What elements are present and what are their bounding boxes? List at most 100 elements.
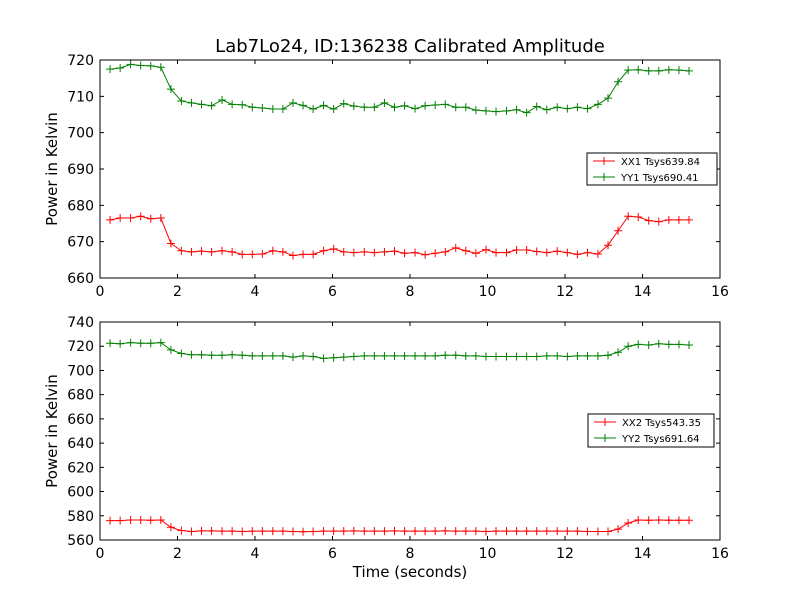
data-point — [604, 94, 613, 103]
data-point — [512, 246, 521, 255]
legend-marker — [600, 157, 608, 165]
data-point — [553, 527, 562, 536]
x-tick-label: 0 — [96, 546, 105, 562]
data-point — [319, 354, 328, 363]
data-point — [634, 516, 643, 525]
data-point — [654, 217, 663, 226]
data-point — [349, 102, 358, 111]
data-point — [288, 527, 297, 536]
data-point — [481, 527, 490, 536]
data-point — [197, 100, 206, 109]
data-point — [644, 516, 653, 525]
series-line — [109, 215, 689, 256]
data-point — [492, 527, 501, 536]
x-tick-label: 6 — [328, 546, 337, 562]
data-point — [309, 527, 318, 536]
data-point — [461, 351, 470, 360]
data-point — [156, 214, 165, 223]
data-point — [248, 351, 257, 360]
data-point — [278, 527, 287, 536]
data-point — [471, 106, 480, 115]
data-point — [481, 352, 490, 361]
data-point — [360, 103, 369, 112]
data-point — [258, 351, 267, 360]
y-tick-label: 700 — [67, 126, 94, 142]
y-tick-label: 680 — [67, 198, 94, 214]
data-point — [238, 250, 247, 259]
data-point — [431, 101, 440, 110]
data-point — [106, 516, 115, 525]
data-point — [228, 247, 237, 256]
data-point — [532, 527, 541, 536]
data-point — [421, 101, 430, 110]
data-point — [411, 104, 420, 113]
data-point — [339, 99, 348, 108]
data-point — [136, 339, 145, 348]
data-point — [187, 350, 196, 359]
data-point — [187, 527, 196, 536]
data-point — [492, 248, 501, 257]
data-point — [218, 527, 227, 536]
data-point — [177, 349, 186, 358]
data-point — [177, 246, 186, 255]
series-1-2 — [106, 60, 693, 117]
data-point — [654, 339, 663, 348]
data-point — [502, 527, 511, 536]
y-tick-label: 680 — [67, 388, 94, 404]
data-point — [400, 101, 409, 110]
data-point — [197, 247, 206, 256]
y-tick-label: 620 — [67, 460, 94, 476]
data-point — [674, 516, 683, 525]
legend-marker — [601, 434, 609, 442]
data-point — [441, 351, 450, 360]
y-tick-label: 720 — [67, 53, 94, 69]
y-tick-label: 690 — [67, 162, 94, 178]
data-point — [593, 351, 602, 360]
data-point — [177, 97, 186, 106]
data-point — [187, 98, 196, 107]
data-point — [136, 61, 145, 70]
data-point — [563, 248, 572, 257]
data-point — [522, 527, 531, 536]
data-point — [634, 65, 643, 74]
data-point — [268, 351, 277, 360]
data-point — [228, 527, 237, 536]
data-point — [329, 105, 338, 114]
data-point — [288, 251, 297, 260]
data-point — [553, 247, 562, 256]
data-point — [339, 527, 348, 536]
data-point — [390, 247, 399, 256]
data-point — [471, 527, 480, 536]
data-point — [573, 250, 582, 259]
data-point — [329, 353, 338, 362]
y-tick-label: 580 — [67, 509, 94, 525]
data-point — [411, 248, 420, 257]
data-point — [614, 77, 623, 86]
data-point — [228, 100, 237, 109]
data-point — [441, 526, 450, 535]
data-point — [116, 516, 125, 525]
data-point — [370, 527, 379, 536]
data-point — [542, 248, 551, 257]
data-point — [532, 102, 541, 111]
y-tick-label: 660 — [67, 412, 94, 428]
data-point — [116, 214, 125, 223]
y-tick-label: 670 — [67, 235, 94, 251]
data-point — [542, 527, 551, 536]
data-point — [187, 247, 196, 256]
x-tick-label: 12 — [556, 546, 574, 562]
data-point — [654, 66, 663, 75]
y-tick-label: 700 — [67, 363, 94, 379]
x-tick-label: 10 — [479, 546, 497, 562]
data-point — [177, 526, 186, 535]
data-point — [512, 352, 521, 361]
chart-panel-1: 0 2 4 6 8 10 12 14 16 660 670 680 690 700 710 720 Power … — [43, 36, 729, 300]
data-point — [106, 215, 115, 224]
data-point — [309, 105, 318, 114]
data-point — [573, 103, 582, 112]
data-point — [339, 353, 348, 362]
legend-marker — [600, 173, 608, 181]
x-axis-label: Time (seconds) — [352, 563, 468, 581]
data-point — [431, 249, 440, 258]
data-point — [400, 249, 409, 258]
